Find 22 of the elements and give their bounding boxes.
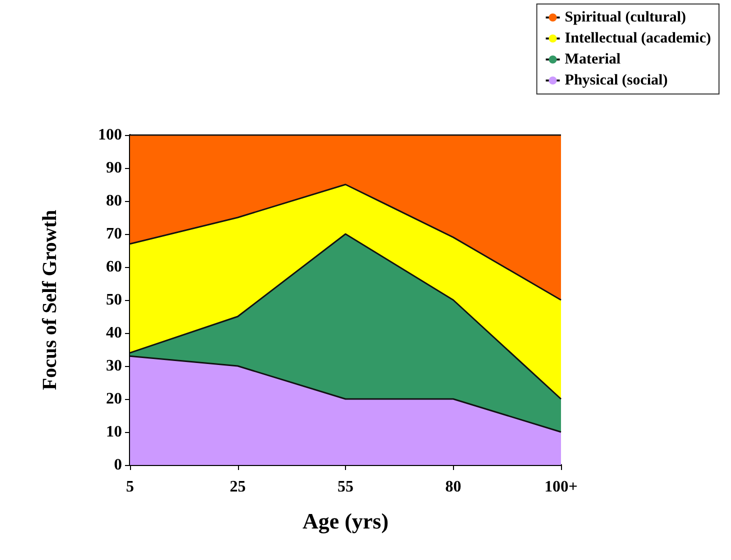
x-tick-label: 25	[230, 478, 246, 496]
x-tick-label: 55	[338, 478, 354, 496]
y-tick-label: 40	[106, 324, 122, 342]
y-tick-label: 50	[106, 292, 122, 308]
x-axis-title: Age (yrs)	[302, 508, 389, 534]
y-tick-label: 20	[106, 390, 122, 408]
legend-label: Intellectual (academic)	[564, 30, 712, 46]
y-tick-label: 60	[106, 258, 122, 276]
y-tick-label: 80	[106, 192, 122, 210]
legend-label: Physical (social)	[564, 72, 668, 88]
y-axis-title: Focus of Self Growth	[39, 210, 61, 390]
y-tick-label: 90	[106, 160, 122, 176]
legend-label: Spiritual (cultural)	[564, 10, 686, 26]
y-tick-label: 30	[106, 358, 122, 374]
legend-label: Material	[564, 52, 621, 68]
x-tick-label: 5	[126, 478, 134, 496]
y-tick-label: 100	[98, 126, 122, 144]
y-tick-label: 10	[106, 424, 122, 440]
y-tick-label: 0	[114, 456, 122, 474]
x-tick-label: 100+	[544, 478, 578, 496]
x-tick-label: 80	[445, 478, 462, 496]
y-tick-label: 70	[106, 226, 122, 242]
